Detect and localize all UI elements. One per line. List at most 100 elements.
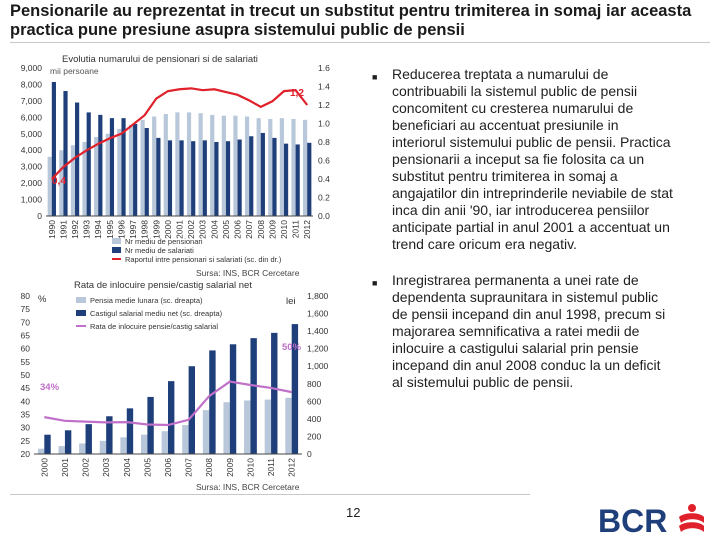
x-tick-label: 1996 <box>116 220 126 239</box>
bar-light <box>303 119 308 216</box>
y-tick-label: 65 <box>21 331 31 341</box>
bar-dark <box>109 118 115 216</box>
slide-title: Pensionarile au reprezentat in trecut un… <box>10 2 692 39</box>
y-tick-label: 80 <box>21 291 31 301</box>
bar-dark <box>214 142 219 216</box>
x-tick-label: 2004 <box>122 458 132 477</box>
chart2-annotation-start: 34% <box>40 382 60 393</box>
bar-dark <box>209 350 216 454</box>
chart1-source: Sursa: INS, BCR Cercetare <box>196 268 300 278</box>
y2-tick-label: 1,400 <box>307 326 329 336</box>
chart1-legend: Nr mediu de pensionari Nr mediu de salar… <box>112 237 282 264</box>
series-line <box>44 380 292 427</box>
y2-tick-label: 200 <box>307 431 321 441</box>
x-tick-label: 1994 <box>93 220 103 239</box>
chart-pensioners-vs-employees: Evolutia numarului de pensionari si de s… <box>21 54 330 278</box>
legend-swatch-employees <box>112 247 121 253</box>
y-tick-label: 1,000 <box>21 195 43 205</box>
y2-tick-label: 400 <box>307 414 321 424</box>
x-tick-label: 2008 <box>204 458 214 477</box>
legend-label-rate: Rata de inlocuire pensie/castig salarial <box>90 322 218 331</box>
x-tick-label: 2002 <box>186 220 196 239</box>
y-tick-label: 60 <box>21 344 31 354</box>
x-tick-label: 2007 <box>244 220 254 239</box>
chart2-source: Sursa: INS, BCR Cercetare <box>196 482 300 492</box>
y-tick-label: 50 <box>21 370 31 380</box>
y-tick-label: 7,000 <box>21 96 43 106</box>
x-tick-label: 2007 <box>184 458 194 477</box>
y-tick-label: 25 <box>21 436 31 446</box>
series-line <box>51 87 309 180</box>
x-tick-label: 2006 <box>163 458 173 477</box>
y-tick-label: 70 <box>21 317 31 327</box>
bar-light <box>152 116 157 216</box>
y2-tick-label: 1.2 <box>318 100 330 110</box>
x-tick-label: 1998 <box>140 220 150 239</box>
y-tick-label: 4,000 <box>21 145 43 155</box>
x-tick-label: 2001 <box>175 220 185 239</box>
x-tick-label: 2005 <box>142 458 152 477</box>
bar-light <box>94 137 99 216</box>
x-tick-label: 2004 <box>209 220 219 239</box>
bar-light <box>120 437 127 454</box>
chart1-y-unit-label: mii persoane <box>50 66 99 76</box>
y-tick-label: 30 <box>21 423 31 433</box>
page-number: 12 <box>346 505 361 520</box>
bar-dark <box>225 141 231 216</box>
x-tick-label: 2011 <box>291 220 301 239</box>
bar-light <box>161 431 168 454</box>
y2-tick-label: 0.4 <box>318 174 330 184</box>
x-tick-label: 2012 <box>287 458 297 477</box>
y-tick-label: 2,000 <box>21 178 43 188</box>
bar-light <box>117 128 122 216</box>
x-tick-label: 2009 <box>225 458 235 477</box>
bar-dark <box>202 140 207 216</box>
y-tick-label: 45 <box>21 383 31 393</box>
bar-dark <box>85 424 92 454</box>
x-tick-label: 1995 <box>105 220 115 239</box>
bar-dark <box>63 91 68 216</box>
bar-light <box>175 112 180 216</box>
bar-light <box>221 115 226 216</box>
bar-dark <box>121 118 126 216</box>
bar-dark <box>44 434 51 454</box>
bar-light <box>198 113 203 216</box>
chart1-annotation-end: 1,2 <box>290 88 304 99</box>
legend-label-employees: Nr mediu de salariati <box>125 246 194 255</box>
y2-tick-label: 0.0 <box>318 211 330 221</box>
x-tick-label: 1992 <box>70 220 80 239</box>
y-tick-label: 0 <box>37 211 42 221</box>
y-tick-label: 35 <box>21 410 31 420</box>
bar-light <box>140 119 145 216</box>
y2-tick-label: 1,800 <box>307 291 329 301</box>
bar-light <box>210 114 215 216</box>
legend-label-ratio: Raportul intre pensionari si salariati (… <box>125 255 282 264</box>
y2-tick-label: 0 <box>307 449 312 459</box>
bar-dark <box>98 114 103 216</box>
y-tick-label: 9,000 <box>21 63 43 73</box>
bcr-logo-symbol-icon <box>679 504 704 532</box>
y2-tick-label: 600 <box>307 396 321 406</box>
bcr-logo: BCR <box>598 503 704 538</box>
chart1-annotation-start: 0,4 <box>52 176 66 187</box>
bar-dark <box>167 140 173 216</box>
bar-light <box>291 118 296 216</box>
y2-tick-label: 0.6 <box>318 156 330 166</box>
bar-light <box>182 425 189 454</box>
x-tick-label: 2003 <box>198 220 208 239</box>
bar-light <box>186 112 192 216</box>
y2-tick-label: 1.4 <box>318 82 330 92</box>
bullet-list: ■ Reducerea treptata a numarului de cont… <box>372 66 674 410</box>
x-tick-label: 2012 <box>302 220 312 239</box>
y-tick-label: 3,000 <box>21 162 43 172</box>
y2-tick-label: 1.0 <box>318 119 330 129</box>
bar-light <box>244 400 251 454</box>
bar-dark <box>86 112 91 216</box>
x-tick-label: 1999 <box>151 220 161 239</box>
bar-dark <box>250 338 257 454</box>
x-tick-label: 1993 <box>82 220 92 239</box>
chart1-title: Evolutia numarului de pensionari si de s… <box>62 54 258 65</box>
bullet-square-icon: ■ <box>372 278 378 288</box>
x-tick-label: 2010 <box>279 220 289 239</box>
y2-tick-label: 1,000 <box>307 361 329 371</box>
